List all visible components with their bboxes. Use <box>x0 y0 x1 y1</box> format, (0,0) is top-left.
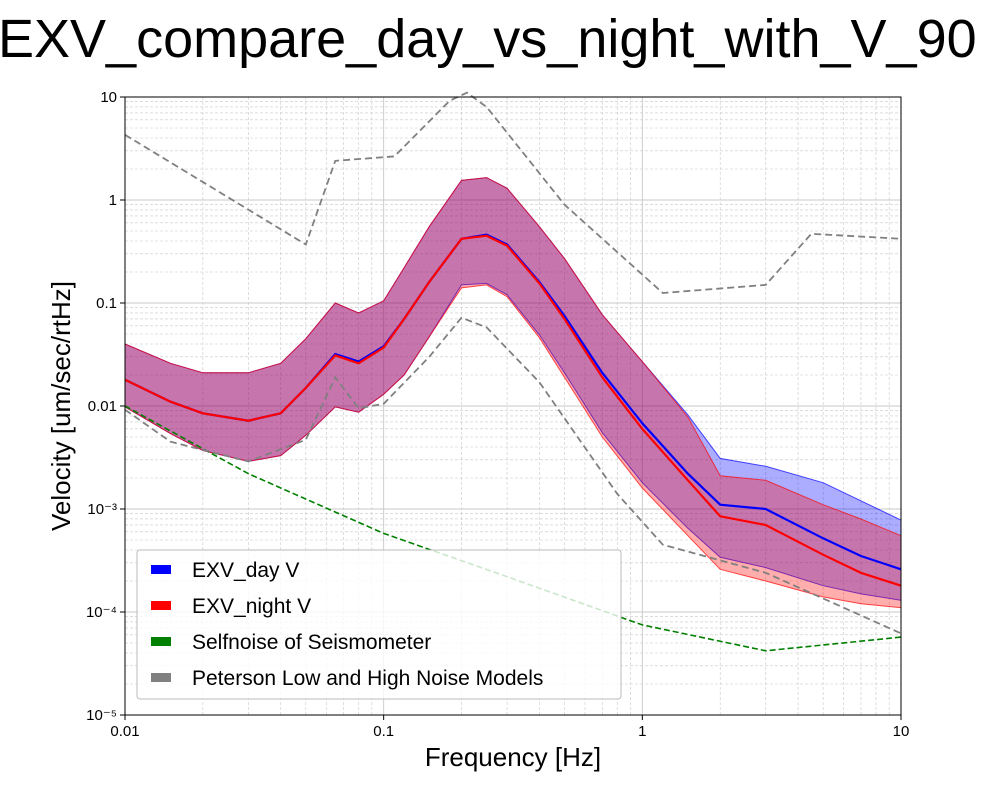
data-bands <box>124 177 902 609</box>
legend-swatch <box>151 673 171 682</box>
y-tick-label: 10⁻⁴ <box>86 604 117 621</box>
x-tick-label: 0.01 <box>110 723 139 740</box>
peterson-high-line <box>124 91 902 294</box>
y-tick-label: 10⁻³ <box>87 501 117 518</box>
y-axis-label: Velocity [um/sec/rtHz] <box>46 281 76 531</box>
y-tick-label: 0.1 <box>96 295 117 312</box>
legend-swatch <box>151 637 171 646</box>
chart-title: EXV_compare_day_vs_night_with_V_90 <box>0 9 977 69</box>
x-axis-label: Frequency [Hz] <box>425 742 601 772</box>
y-tick-label: 1 <box>109 192 117 209</box>
legend-label: EXV_day V <box>192 559 299 582</box>
y-tick-label: 10⁻⁵ <box>86 707 117 724</box>
y-axis-ticks: 10⁻⁵ 10⁻⁴ 10⁻³ 0.01 0.1 1 10 <box>86 89 125 724</box>
median-line-night <box>124 234 902 587</box>
y-tick-label: 0.01 <box>88 398 117 415</box>
y-tick-label: 10 <box>100 89 117 106</box>
band-night <box>124 177 902 609</box>
x-tick-label: 1 <box>638 723 646 740</box>
legend-label: Selfnoise of Seismometer <box>192 631 431 654</box>
peterson-low-line <box>124 316 902 635</box>
legend-swatch <box>151 601 171 610</box>
legend: EXV_day V EXV_night V Selfnoise of Seismom… <box>136 549 622 700</box>
legend-box <box>136 549 622 700</box>
x-axis-ticks: 0.01 0.1 1 10 <box>110 715 909 740</box>
legend-label: Peterson Low and High Noise Models <box>192 667 543 690</box>
legend-label: EXV_night V <box>192 595 311 618</box>
x-tick-label: 0.1 <box>373 723 394 740</box>
x-tick-label: 10 <box>893 723 910 740</box>
legend-swatch <box>151 565 171 574</box>
